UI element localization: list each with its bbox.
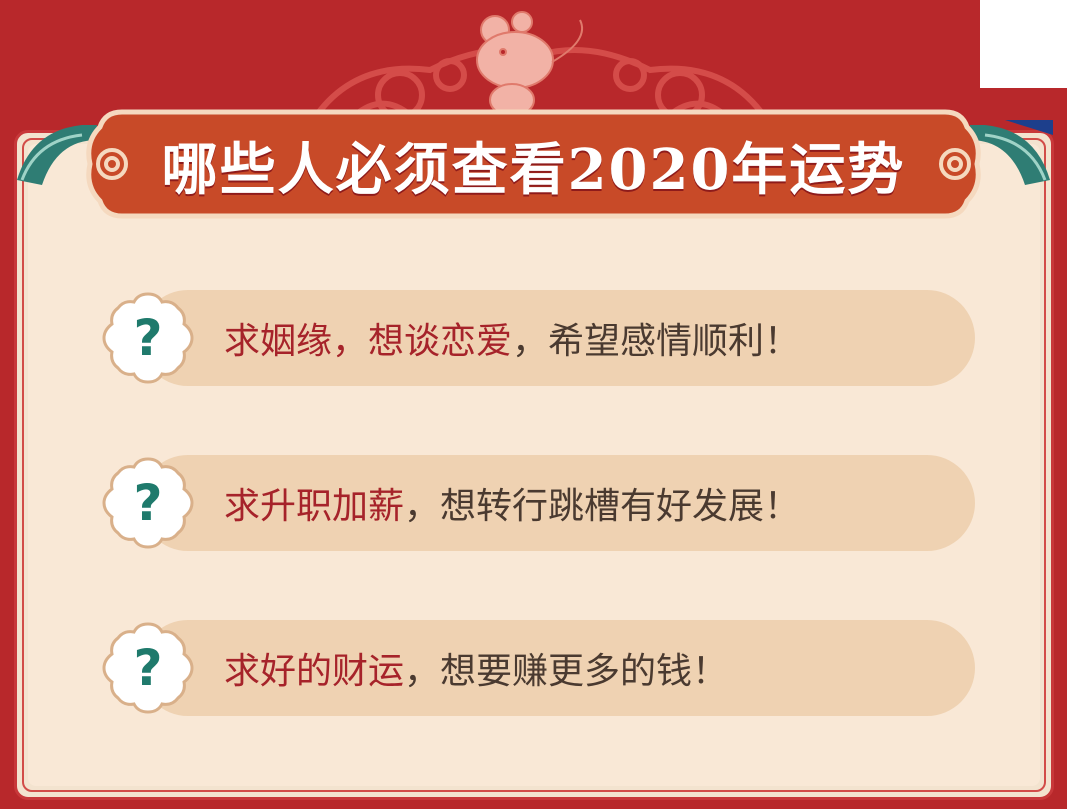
question-mark-icon: ? xyxy=(133,474,163,532)
item-text: 求升职加薪 ，想转行跳槽有好发展！ xyxy=(224,455,800,551)
item-text: 求姻缘，想谈恋爱 ，希望感情顺利！ xyxy=(224,290,800,386)
item-text: 求好的财运 ，想要赚更多的钱！ xyxy=(224,620,728,716)
item-pill xyxy=(140,620,975,716)
page-title: 哪些人必须查看2020年运势 xyxy=(161,136,906,203)
item-rest: ，想要赚更多的钱！ xyxy=(404,651,729,692)
item-highlight: 求姻缘，想谈恋爱 xyxy=(224,321,513,362)
item-highlight: 求好的财运 xyxy=(224,651,405,692)
item-pill xyxy=(140,455,975,551)
corner-ornament-right-icon xyxy=(970,120,1053,185)
question-badge: ? xyxy=(100,455,196,551)
item-rest: ，希望感情顺利！ xyxy=(512,321,801,362)
question-mark-icon: ? xyxy=(133,309,163,367)
list-item: ? 求姻缘，想谈恋爱 ，希望感情顺利！ xyxy=(100,290,975,386)
title-banner xyxy=(86,109,981,219)
item-highlight: 求升职加薪 xyxy=(224,486,405,527)
question-badge: ? xyxy=(100,290,196,386)
corner-ornament-left-icon xyxy=(17,125,97,185)
item-rest: ，想转行跳槽有好发展！ xyxy=(404,486,801,527)
question-mark-icon: ? xyxy=(133,639,163,697)
item-pill xyxy=(140,290,975,386)
question-badge: ? xyxy=(100,620,196,716)
list-item: ? 求好的财运 ，想要赚更多的钱！ xyxy=(100,620,975,716)
list-item: ? 求升职加薪 ，想转行跳槽有好发展！ xyxy=(100,455,975,551)
